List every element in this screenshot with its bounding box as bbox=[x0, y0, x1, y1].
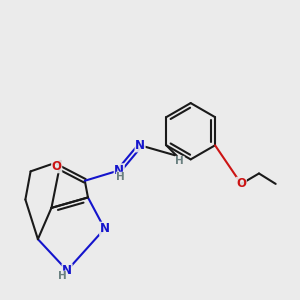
Text: N: N bbox=[135, 139, 145, 152]
Text: H: H bbox=[175, 156, 184, 167]
Text: N: N bbox=[114, 164, 124, 177]
Text: O: O bbox=[52, 160, 62, 173]
Text: H: H bbox=[58, 271, 67, 281]
Text: N: N bbox=[100, 222, 110, 235]
Text: O: O bbox=[236, 177, 246, 190]
Text: H: H bbox=[116, 172, 125, 182]
Text: N: N bbox=[62, 264, 72, 277]
